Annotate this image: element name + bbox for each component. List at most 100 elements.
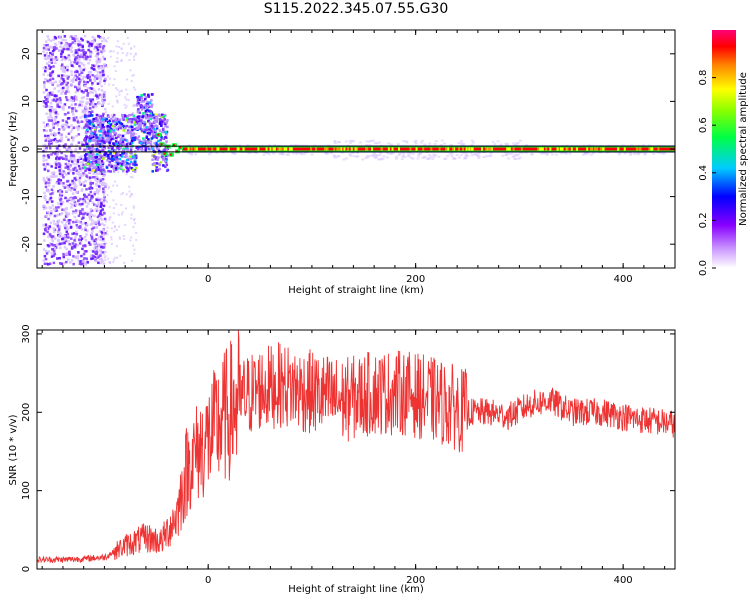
spectrogram-cell [61,119,65,122]
spectrogram-cell [74,116,78,119]
spectrogram-cell [133,163,137,167]
spectrogram-cell [126,147,129,151]
spectrogram-cell [96,140,99,143]
spectrogram-cell [109,50,112,53]
spectrogram-cell [72,167,75,171]
spectrogram-cell [147,120,150,123]
spectrogram-cell [71,160,74,163]
spectrogram-cell [72,220,75,224]
spectrogram-cell [64,113,67,116]
spectrogram-cells [42,34,675,266]
spectrogram-cell [72,118,76,122]
spectrogram-cell [144,109,148,113]
spectrogram-cell [76,120,80,123]
spectrogram-cell [117,171,120,174]
spectrogram-cell [95,70,98,73]
spectrogram-cell [47,136,51,140]
spectrogram-cell [85,188,88,191]
spectrogram-cell [64,238,67,241]
spectrogram-cell [165,133,168,136]
spectrogram-cell [86,229,89,233]
spectrogram-cell [132,111,135,114]
spectrogram-cell [164,131,168,134]
spectrogram-cell [78,203,81,206]
spectrogram-cell [128,190,131,193]
spectrogram-cell [130,122,133,125]
spectrogram-cell [47,154,50,157]
spectrogram-cell [137,108,140,111]
spectrogram-cell [45,102,48,106]
spectrogram-cell [66,199,69,203]
spectrogram-cell [72,156,75,159]
spectrogram-cell [405,140,409,143]
spectrogram-cell [112,50,115,53]
spectrogram-cell [648,147,651,151]
spectrogram-cell [85,75,89,79]
spectrogram-cell [53,117,57,120]
spectrogram-cell [487,147,490,151]
spectrogram-cell [641,144,645,147]
spectrogram-cell [101,114,105,118]
spectrogram-cell [49,139,53,142]
spectrogram-cell [121,211,124,214]
spectrogram-cell [150,137,154,140]
spectrogram-cell [97,221,100,225]
spectrogram-cell [64,166,67,169]
spectrogram-cell [460,140,464,143]
spectrogram-cell [47,38,50,41]
spectrogram-cell [82,114,85,118]
spectrogram-cell [121,114,124,118]
spectrogram-cell [50,210,53,213]
spectrogram-cell [367,140,371,143]
spectrogram-cell [86,55,89,59]
spectrogram-cell [138,122,142,126]
spectrogram-cell [150,105,153,108]
spectrogram-cell [586,147,589,151]
spectrogram-cell [91,201,95,204]
spectrogram-cell [102,182,105,185]
spectrogram-cell [97,149,100,152]
spectrogram-cell [86,94,89,97]
spectrogram-cell [78,44,81,47]
spectrogram-cell [70,154,73,157]
spectrogram-cell [85,57,88,60]
spectrogram-cell [187,144,191,147]
spectrogram-cell [237,147,240,151]
spectrogram-cell [84,228,87,232]
spectrogram-cell [63,69,66,73]
spectrogram-cell [403,155,407,158]
spectrogram-cell [74,211,78,214]
spectrogram-cell [108,261,111,264]
spectrogram-cell [568,152,572,155]
spectrogram-cell [119,124,123,127]
spectrogram-cell [70,158,73,161]
spectrogram-cell [61,46,64,50]
spectrogram-cell [95,155,99,159]
spectrogram-cell [50,73,54,77]
spectrogram-cell [460,144,464,147]
spectrogram-cell [155,115,159,118]
spectrogram-cell [116,119,119,123]
spectrogram-cell [80,53,83,56]
spectrogram-cell [68,165,72,169]
spectrogram-cell [72,162,75,166]
spectrogram-cell [95,77,99,80]
spectrogram-cell [71,192,75,195]
spectrogram-cell [49,234,53,238]
spectrogram-cell [116,245,119,248]
spectrogram-cell [77,104,81,108]
spectrogram-cell [661,152,665,155]
spectrogram-cell [62,104,66,108]
spectrogram-cell [149,147,152,151]
spectrogram-cell [70,96,74,99]
spectrogram-cell [140,128,143,131]
spectrogram-cell [530,153,534,156]
spectrogram-cell [107,128,110,132]
spectrogram-cell [98,230,102,233]
spectrogram-cell [57,230,61,234]
spectrogram-cell [432,153,436,156]
spectrogram-cell [134,160,137,163]
spectrogram-cell [102,228,105,232]
spectrogram-cell [127,118,131,121]
spectrogram-cell [60,262,63,266]
